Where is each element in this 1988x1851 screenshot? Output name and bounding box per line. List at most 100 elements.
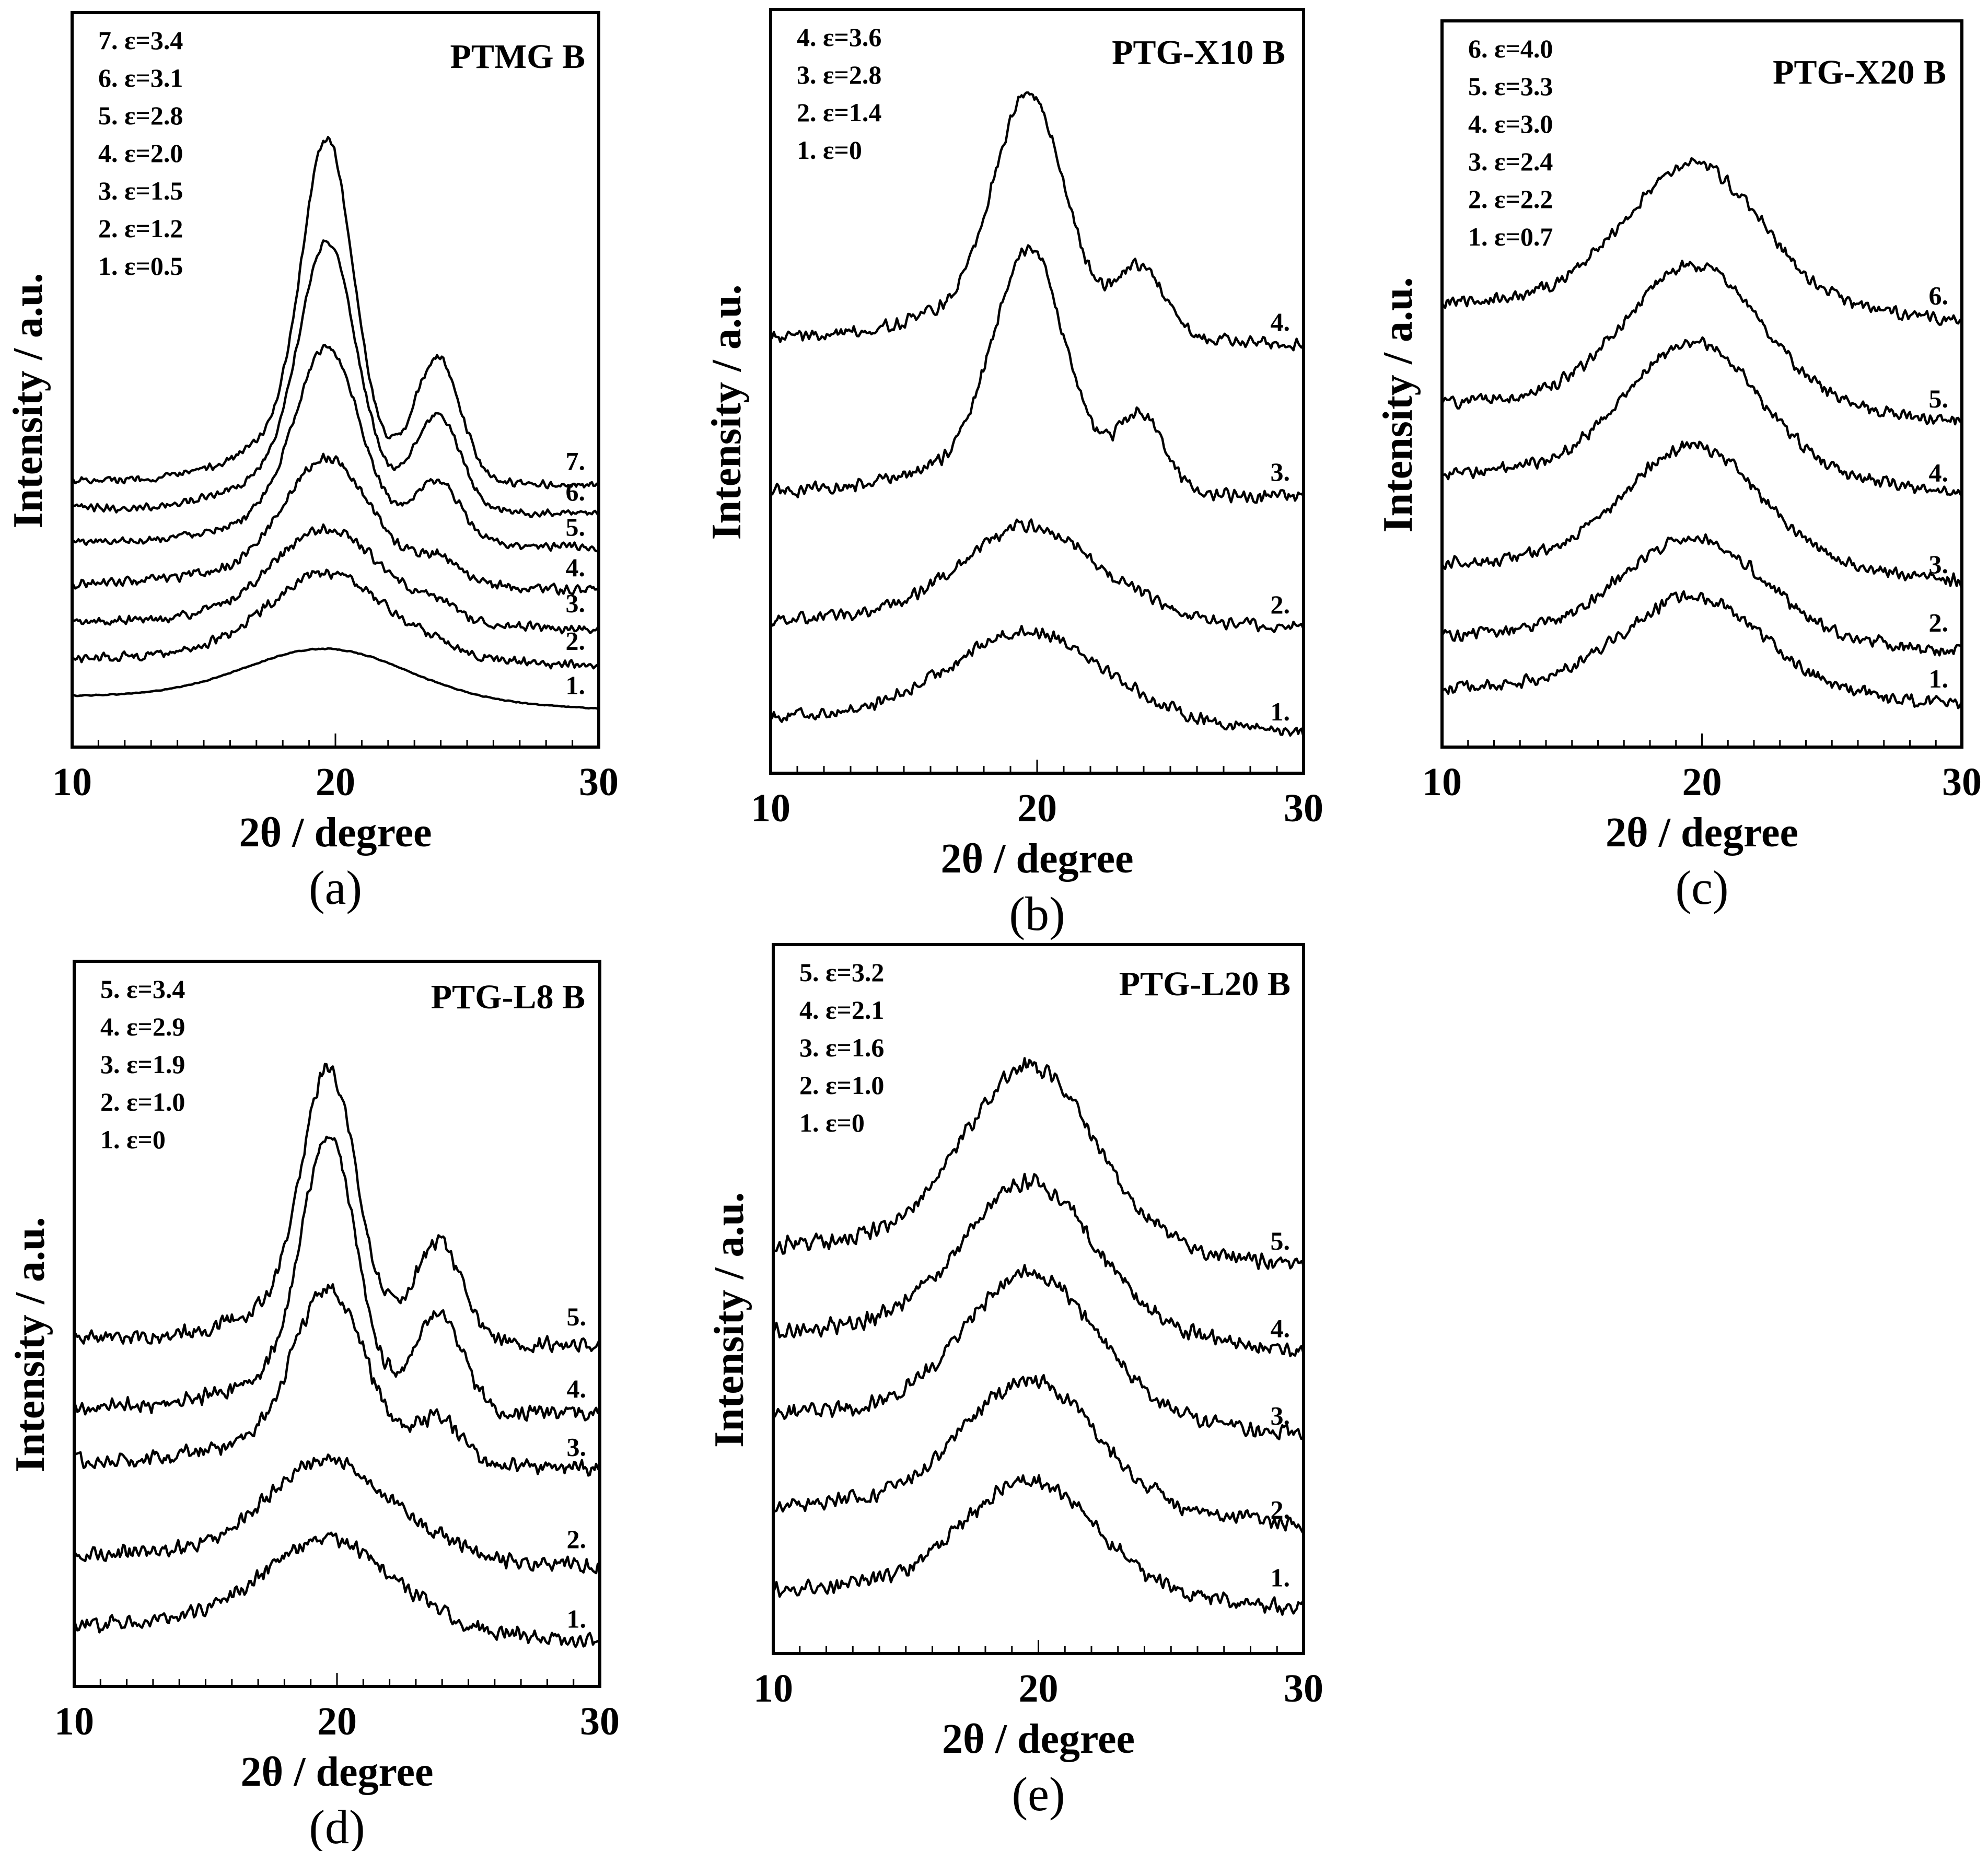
legend-entry: 3. ε=1.9 bbox=[100, 1050, 185, 1079]
curve-label: 6. bbox=[1929, 281, 1949, 310]
panel-b: 10 20 30 2θ / degree Intensity / a.u. (b) PTG-… bbox=[704, 8, 1323, 940]
x-tick-label: 10 bbox=[753, 1667, 793, 1710]
series-line bbox=[1441, 590, 1963, 709]
series-line bbox=[71, 239, 599, 518]
x-axis-label: 2θ / degree bbox=[1606, 810, 1798, 856]
curve-label: 1. bbox=[1271, 1563, 1291, 1592]
x-axis-label: 2θ / degree bbox=[942, 1716, 1135, 1762]
panel-title: PTG-L20 B bbox=[1119, 965, 1291, 1003]
x-tick-label: 10 bbox=[52, 760, 92, 804]
series-line bbox=[1441, 533, 1962, 657]
curve-label: 6. bbox=[566, 477, 586, 506]
curve-label: 5. bbox=[566, 513, 586, 542]
panel-letter: (e) bbox=[1012, 1767, 1065, 1821]
panel-a: 10 20 30 2θ / degree Intensity / a.u. (a) PTMG… bbox=[5, 11, 619, 914]
legend-entry: 5. ε=3.3 bbox=[1468, 72, 1553, 101]
series-line bbox=[73, 1453, 600, 1575]
series-line bbox=[73, 1135, 600, 1422]
curve-label: 4. bbox=[1271, 307, 1291, 336]
legend-entry: 6. ε=4.0 bbox=[1468, 34, 1553, 63]
legend-entry: 2. ε=1.0 bbox=[799, 1070, 884, 1100]
series-line bbox=[1440, 440, 1963, 588]
x-axis-label: 2θ / degree bbox=[240, 1749, 433, 1795]
curve-label: 4. bbox=[567, 1374, 587, 1403]
y-axis-label: Intensity / a.u. bbox=[1375, 277, 1421, 533]
series-line bbox=[1441, 259, 1962, 426]
series-line bbox=[72, 647, 599, 710]
panel-e: 10 20 30 2θ / degree Intensity / a.u. (e) PTG-… bbox=[706, 943, 1323, 1821]
legend-entry: 2. ε=1.4 bbox=[797, 98, 881, 127]
curve-label: 5. bbox=[567, 1302, 587, 1331]
curve-label: 3. bbox=[1271, 1401, 1291, 1430]
series-line bbox=[74, 1063, 601, 1354]
series-line bbox=[73, 1531, 600, 1648]
legend-entry: 1. ε=0 bbox=[100, 1125, 166, 1154]
x-tick-label: 30 bbox=[1284, 1667, 1323, 1710]
x-tick-label: 10 bbox=[751, 786, 790, 830]
curve-label: 1. bbox=[1271, 697, 1291, 726]
legend-entry: 3. ε=2.8 bbox=[797, 60, 881, 89]
x-axis-label: 2θ / degree bbox=[239, 810, 432, 856]
panel-title: PTG-X10 B bbox=[1112, 33, 1285, 72]
panel-title: PTG-L8 B bbox=[431, 978, 585, 1016]
x-tick-label: 10 bbox=[54, 1699, 94, 1743]
x-tick-label: 20 bbox=[1019, 1667, 1059, 1710]
curve-label: 4. bbox=[1271, 1314, 1291, 1343]
x-tick-label: 20 bbox=[316, 760, 355, 804]
series-line bbox=[73, 1283, 600, 1477]
panel-letter: (d) bbox=[309, 1800, 365, 1851]
series-line bbox=[71, 452, 599, 596]
curve-label: 2. bbox=[1271, 1495, 1291, 1524]
curve-label: 5. bbox=[1929, 384, 1949, 413]
series-line bbox=[1441, 336, 1962, 497]
curve-label: 3. bbox=[1929, 550, 1949, 579]
curve-label: 1. bbox=[1929, 664, 1949, 693]
x-tick-label: 30 bbox=[1284, 786, 1323, 830]
legend-entry: 5. ε=2.8 bbox=[98, 101, 183, 130]
series-line bbox=[772, 1057, 1304, 1271]
x-tick-label: 30 bbox=[1942, 760, 1982, 804]
legend-entry: 3. ε=1.6 bbox=[799, 1033, 884, 1062]
legend-entry: 5. ε=3.2 bbox=[799, 958, 884, 987]
legend-entry: 4. ε=3.0 bbox=[1468, 109, 1553, 138]
series-line bbox=[72, 344, 599, 553]
x-tick-label: 10 bbox=[1422, 760, 1462, 804]
curve-label: 2. bbox=[1929, 608, 1949, 637]
x-axis-label: 2θ / degree bbox=[940, 836, 1133, 882]
x-tick-label: 20 bbox=[1017, 786, 1057, 830]
series-line bbox=[770, 625, 1305, 737]
curve-label: 7. bbox=[566, 447, 586, 476]
panel-letter: (c) bbox=[1675, 861, 1728, 914]
legend-entry: 1. ε=0 bbox=[797, 135, 862, 165]
legend-entry: 2. ε=1.0 bbox=[100, 1087, 185, 1116]
x-tick-label: 20 bbox=[1682, 760, 1722, 804]
y-axis-label: Intensity / a.u. bbox=[5, 273, 51, 529]
panel-title: PTMG B bbox=[450, 38, 586, 76]
legend-entry: 4. ε=2.0 bbox=[98, 138, 183, 168]
series-line bbox=[772, 1172, 1305, 1357]
curve-label: 5. bbox=[1271, 1226, 1291, 1255]
curve-label: 1. bbox=[566, 670, 586, 700]
x-tick-label: 30 bbox=[579, 760, 619, 804]
legend-entry: 4. ε=2.1 bbox=[799, 995, 884, 1025]
legend-entry: 1. ε=0.7 bbox=[1468, 222, 1553, 251]
panel-title: PTG-X20 B bbox=[1773, 53, 1946, 91]
y-axis-label: Intensity / a.u. bbox=[704, 285, 750, 540]
legend-entry: 1. ε=0.5 bbox=[98, 251, 183, 281]
legend-entry: 2. ε=1.2 bbox=[98, 214, 183, 243]
legend-entry: 6. ε=3.1 bbox=[98, 63, 183, 92]
curve-label: 1. bbox=[567, 1604, 587, 1633]
legend-entry: 7. ε=3.4 bbox=[98, 26, 183, 55]
legend-entry: 3. ε=1.5 bbox=[98, 176, 183, 205]
series-line bbox=[71, 136, 599, 490]
series-line bbox=[772, 1474, 1304, 1616]
legend-entry: 4. ε=3.6 bbox=[797, 22, 881, 52]
series-line bbox=[1441, 157, 1962, 326]
x-tick-label: 30 bbox=[580, 1699, 620, 1743]
y-axis-label: Intensity / a.u. bbox=[706, 1192, 752, 1448]
curve-label: 2. bbox=[567, 1524, 587, 1554]
series-line bbox=[773, 1264, 1303, 1440]
legend-entry: 3. ε=2.4 bbox=[1468, 147, 1553, 176]
panel-c: 10 20 30 2θ / degree Intensity / a.u. (c) PTG-… bbox=[1375, 19, 1982, 914]
